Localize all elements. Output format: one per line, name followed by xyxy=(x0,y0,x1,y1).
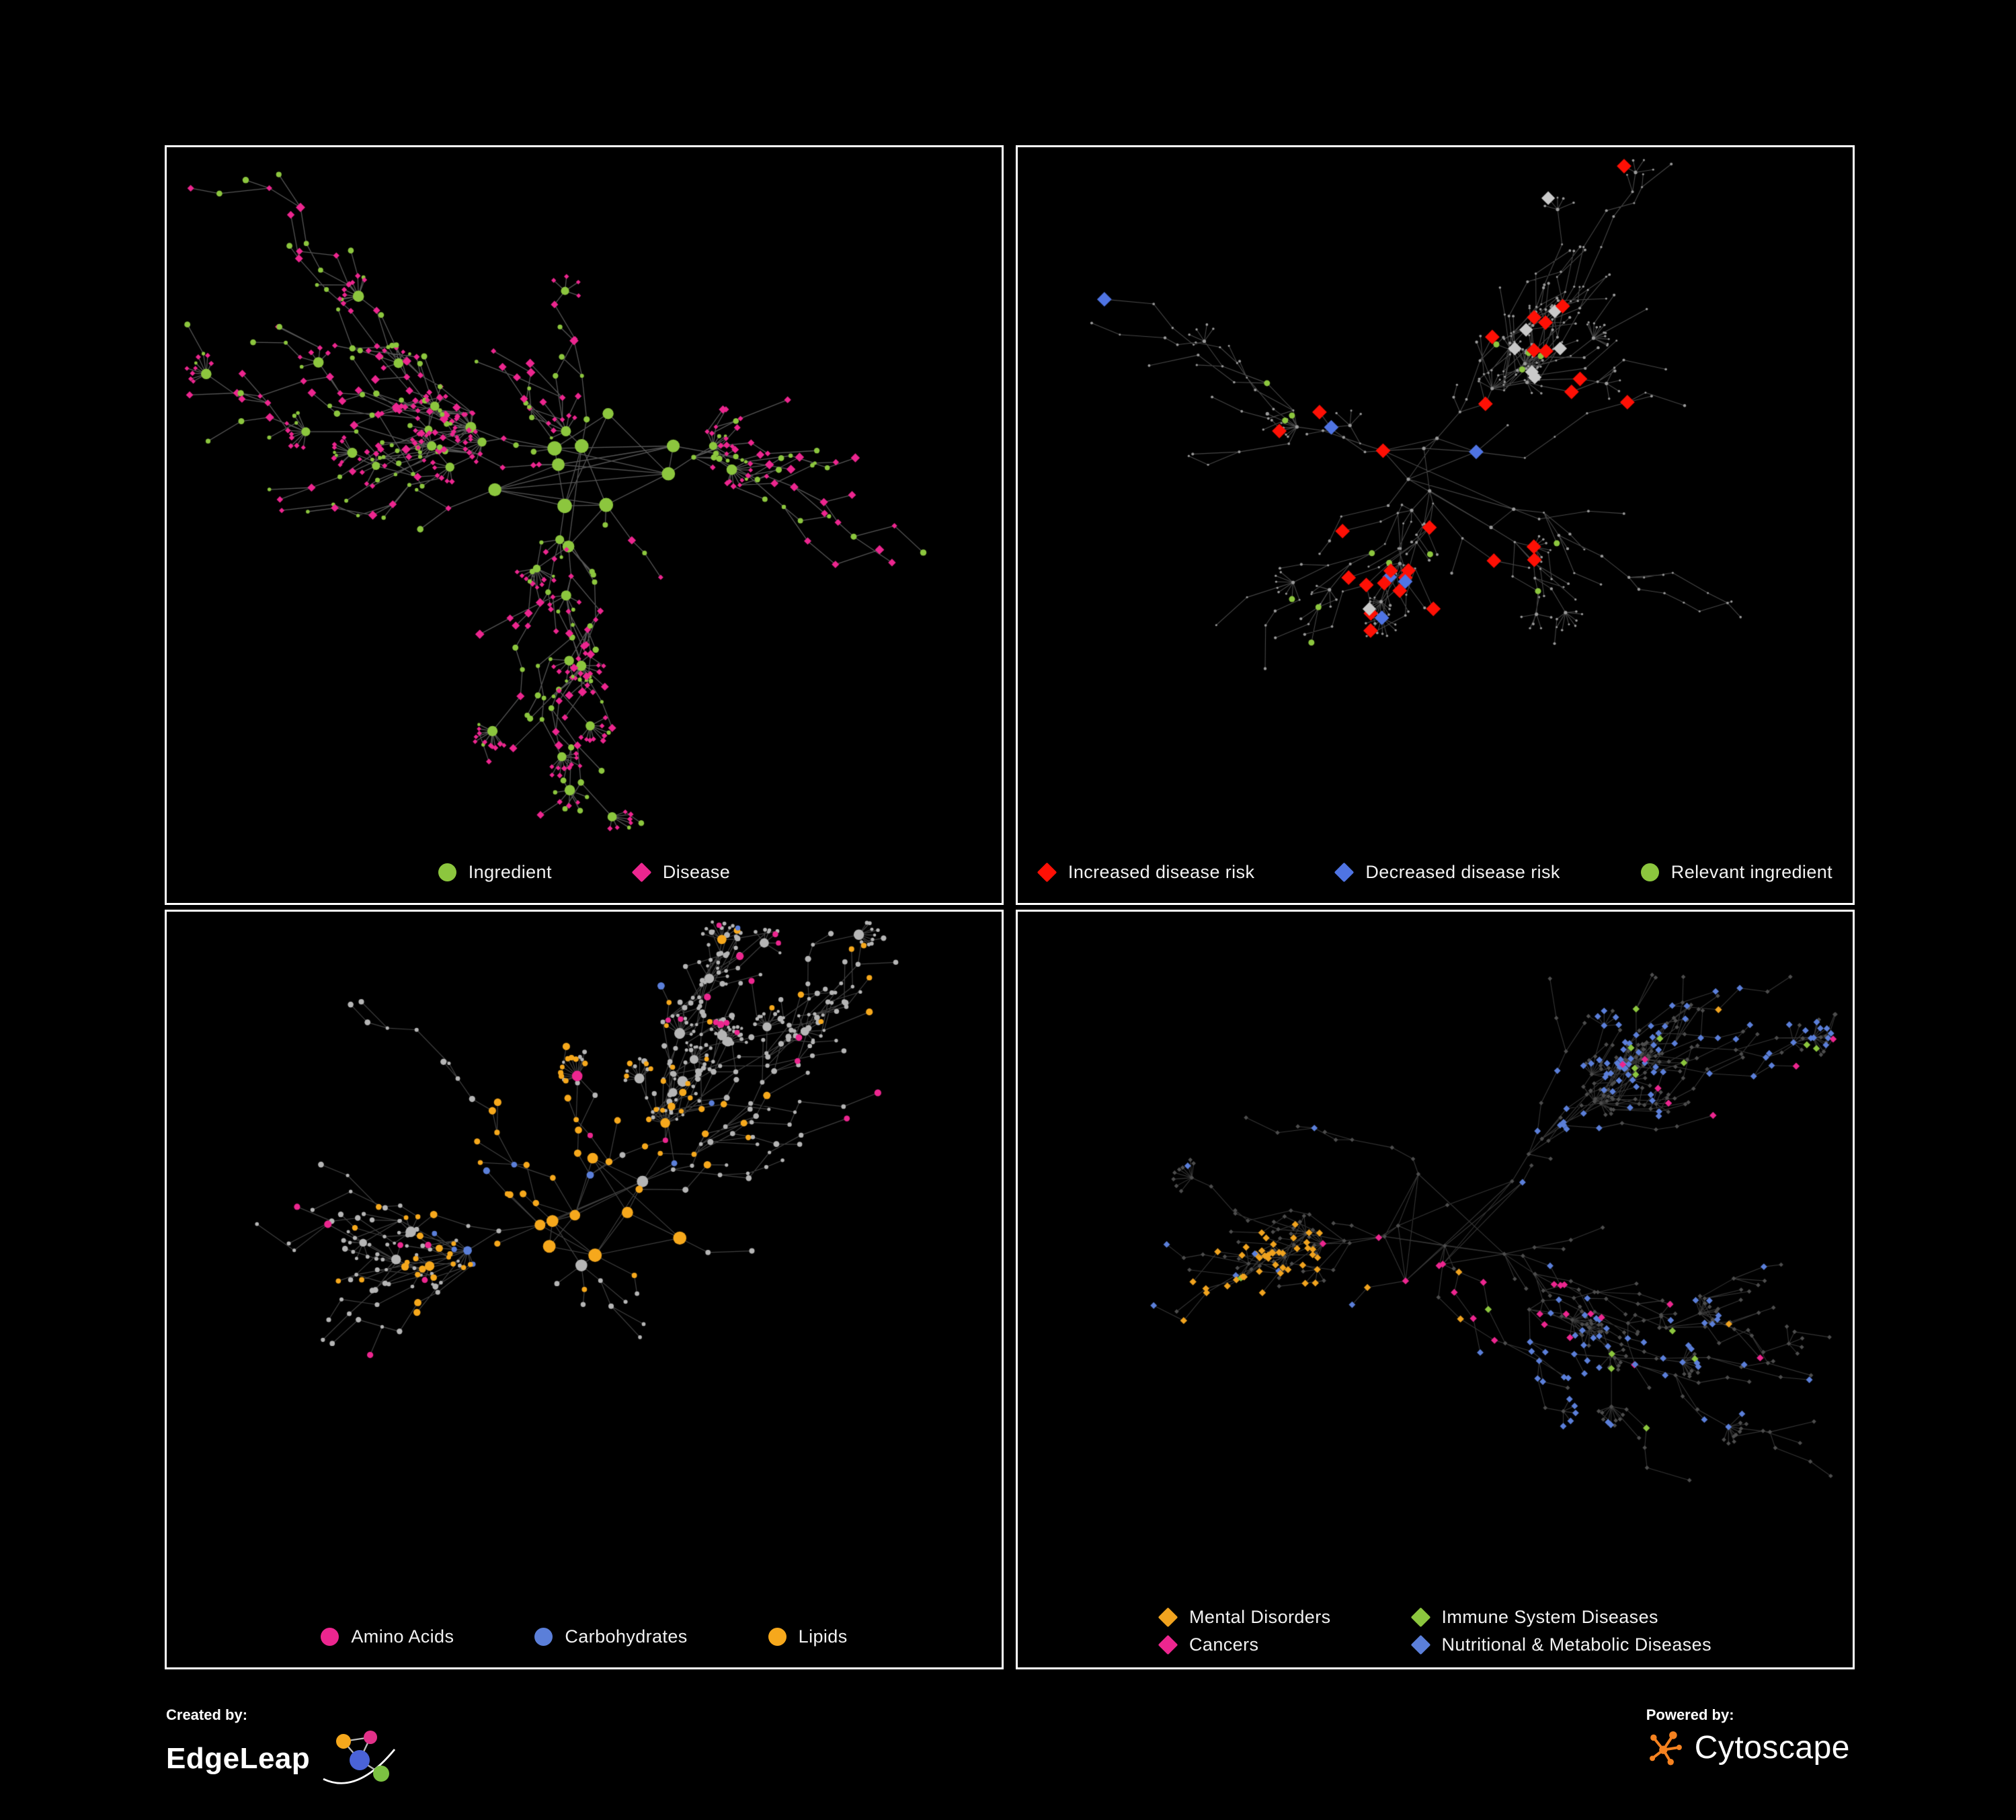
panel-disease-categories: Mental Disorders Immune System Diseases … xyxy=(1016,910,1855,1669)
edgeleap-brand: EdgeLeap xyxy=(166,1742,311,1775)
legend-label-relevant-ingredient: Relevant ingredient xyxy=(1670,861,1833,882)
legend-item-immune-diseases: Immune System Diseases xyxy=(1410,1607,1658,1628)
legend-item-mental-disorders: Mental Disorders xyxy=(1158,1607,1331,1628)
edgeleap-logo-icon xyxy=(323,1731,396,1784)
lipids-marker-icon xyxy=(768,1627,787,1646)
ingredient-disease-network-graph xyxy=(167,147,1002,841)
disease-risk-network-graph xyxy=(1018,147,1853,841)
legend-label-mental-disorders: Mental Disorders xyxy=(1189,1607,1331,1627)
legend-label-decreased-risk: Decreased disease risk xyxy=(1365,861,1560,882)
panel-disease-risk: Increased disease risk Decreased disease… xyxy=(1016,145,1855,905)
created-by-credit: Created by: EdgeLeap xyxy=(166,1706,399,1790)
legend-item-carbohydrates: Carbohydrates xyxy=(534,1626,687,1647)
legend-item-disease: Disease xyxy=(631,861,731,883)
panel-nutrient-classes: Amino Acids Carbohydrates Lipids xyxy=(165,910,1004,1669)
amino-acids-marker-icon xyxy=(321,1627,339,1646)
nutritional-metabolic-marker-icon xyxy=(1410,1634,1430,1655)
legend-label-ingredient: Ingredient xyxy=(468,861,552,882)
nutrient-class-network-graph xyxy=(167,912,1002,1606)
powered-by-credit: Powered by: Cytoscape xyxy=(1646,1706,1850,1767)
created-by-label: Created by: xyxy=(166,1706,248,1723)
legend-ingredient-disease: Ingredient Disease xyxy=(167,841,1002,903)
relevant-ingredient-marker-icon xyxy=(1640,863,1659,881)
legend-label-cancers: Cancers xyxy=(1189,1634,1259,1655)
cytoscape-brand: Cytoscape xyxy=(1694,1729,1850,1766)
cytoscape-logo-icon xyxy=(1649,1731,1682,1766)
decreased-risk-marker-icon xyxy=(1334,862,1355,882)
legend-item-decreased-risk: Decreased disease risk xyxy=(1334,861,1560,883)
legend-label-lipids: Lipids xyxy=(798,1626,848,1647)
legend-disease-categories: Mental Disorders Immune System Diseases … xyxy=(1018,1595,1853,1667)
legend-item-nutritional-metabolic: Nutritional & Metabolic Diseases xyxy=(1410,1634,1711,1655)
mental-disorders-marker-icon xyxy=(1158,1607,1178,1628)
legend-label-disease: Disease xyxy=(662,861,731,882)
legend-item-lipids: Lipids xyxy=(768,1626,848,1647)
legend-nutrient-classes: Amino Acids Carbohydrates Lipids xyxy=(167,1606,1002,1667)
legend-label-carbohydrates: Carbohydrates xyxy=(565,1626,688,1647)
disease-category-network-graph xyxy=(1018,912,1853,1595)
legend-item-increased-risk: Increased disease risk xyxy=(1037,861,1255,883)
legend-label-immune-diseases: Immune System Diseases xyxy=(1441,1607,1658,1627)
legend-disease-risk: Increased disease risk Decreased disease… xyxy=(1018,841,1853,903)
legend-item-cancers: Cancers xyxy=(1158,1634,1259,1655)
powered-by-label: Powered by: xyxy=(1646,1706,1734,1723)
cancers-marker-icon xyxy=(1158,1634,1178,1655)
carbohydrates-marker-icon xyxy=(534,1627,553,1646)
legend-label-increased-risk: Increased disease risk xyxy=(1067,861,1255,882)
ingredient-marker-icon xyxy=(438,863,456,881)
disease-marker-icon xyxy=(631,862,652,882)
immune-diseases-marker-icon xyxy=(1410,1607,1430,1628)
legend-item-amino-acids: Amino Acids xyxy=(321,1626,454,1647)
legend-item-ingredient: Ingredient xyxy=(438,862,552,883)
legend-item-relevant-ingredient: Relevant ingredient xyxy=(1640,861,1833,883)
legend-label-nutritional-metabolic: Nutritional & Metabolic Diseases xyxy=(1441,1634,1711,1655)
panel-ingredient-disease: Ingredient Disease xyxy=(165,145,1004,905)
legend-label-amino-acids: Amino Acids xyxy=(351,1626,454,1647)
increased-risk-marker-icon xyxy=(1037,862,1057,882)
